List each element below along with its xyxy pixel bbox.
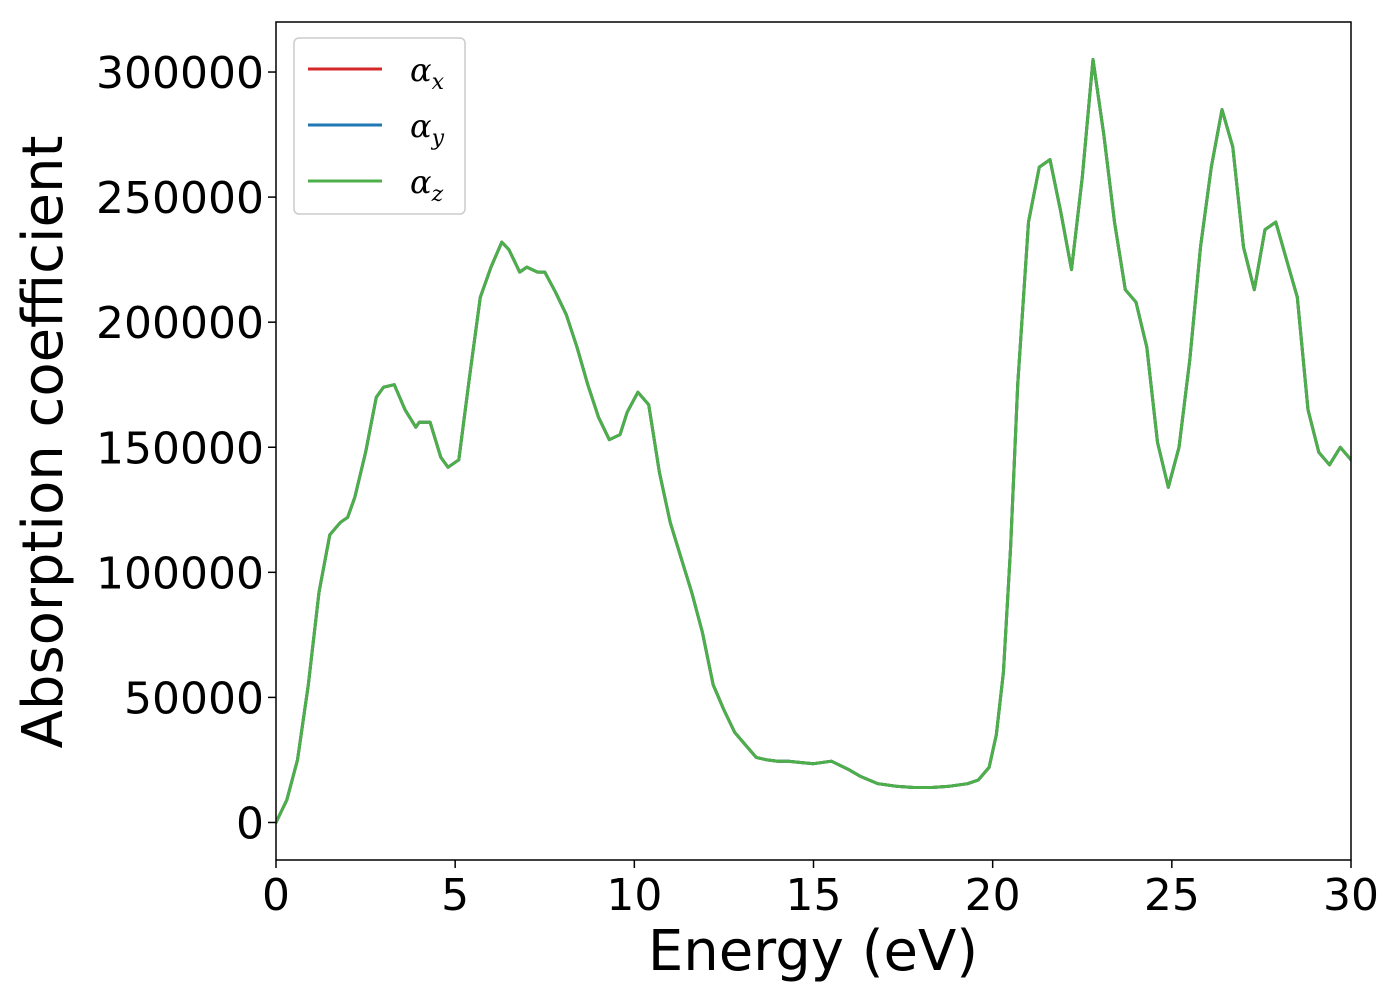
x-tick-label: 15 (786, 870, 842, 921)
y-tick-label: 150000 (96, 423, 264, 474)
x-tick-label: 5 (441, 870, 469, 921)
y-tick-label: 50000 (124, 673, 264, 724)
y-tick-label: 200000 (96, 298, 264, 349)
x-tick-label: 25 (1144, 870, 1200, 921)
axes: 0 5 10 15 20 25 30 0 50000 100000 150000 200000 2500… (96, 21, 1379, 921)
series-line-3 (276, 58, 1351, 824)
x-tick-label: 10 (606, 870, 662, 921)
y-tick-label: 0 (236, 798, 264, 849)
x-tick-label: 20 (965, 870, 1021, 921)
x-tick-label: 0 (262, 870, 290, 921)
x-axis-title: Energy (eV) (648, 919, 978, 984)
series-lines (276, 58, 1351, 824)
x-tick-label: 30 (1323, 870, 1379, 921)
y-tick-label: 100000 (96, 548, 264, 599)
y-tick-label: 300000 (96, 48, 264, 99)
y-tick-label: 250000 (96, 173, 264, 224)
y-axis-title: Absorption coefficient (11, 136, 76, 749)
